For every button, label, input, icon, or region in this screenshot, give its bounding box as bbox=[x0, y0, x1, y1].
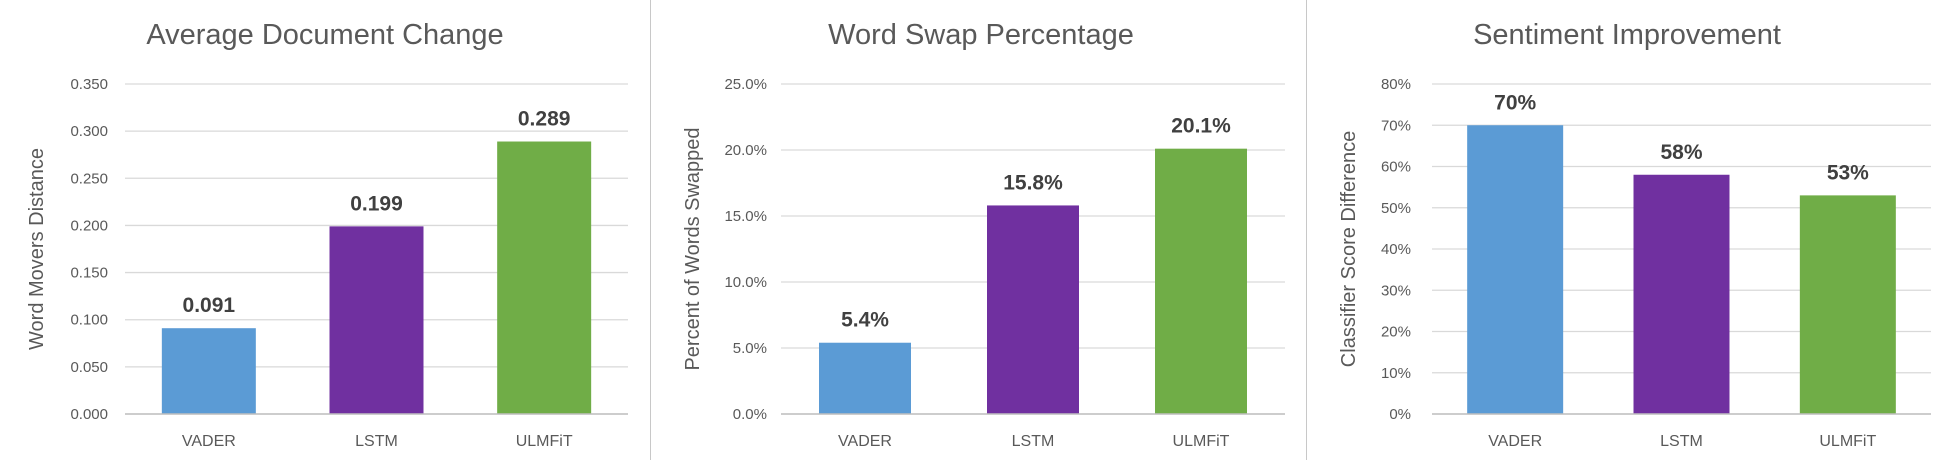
y-tick-label: 30% bbox=[1381, 282, 1411, 299]
bar-lstm bbox=[987, 205, 1079, 414]
bar-ulmfit bbox=[1799, 195, 1896, 414]
x-tick-label: ULMFiT bbox=[516, 433, 573, 450]
y-tick-label: 10.0% bbox=[724, 274, 767, 291]
data-label-vader: 70% bbox=[1494, 91, 1536, 114]
x-tick-label: ULMFiT bbox=[1819, 433, 1876, 450]
y-tick-label: 5.0% bbox=[733, 340, 767, 357]
chart-sentiment-improvement: Sentiment Improvement 0% 10% 20% 30% 40% 50% 60… bbox=[1338, 19, 1931, 450]
y-tick-label: 80% bbox=[1381, 76, 1411, 93]
y-tick-label: 0.0% bbox=[733, 406, 767, 423]
y-tick-label: 0.250 bbox=[70, 170, 108, 187]
chart-panel-word-swap: Word Swap Percentage 0.0% 5.0% 10.0% 15.0% 20… bbox=[651, 0, 1306, 460]
y-tick-label: 0.100 bbox=[70, 312, 108, 329]
panel-divider bbox=[1306, 0, 1307, 460]
bar-vader bbox=[1467, 125, 1564, 414]
x-tick-label: VADER bbox=[182, 433, 236, 450]
x-tick-label: ULMFiT bbox=[1173, 433, 1230, 450]
y-tick-label: 0.300 bbox=[70, 123, 108, 140]
y-axis-label: Word Movers Distance bbox=[26, 148, 48, 350]
data-label-ulmfit: 53% bbox=[1827, 161, 1869, 184]
y-tick-label: 15.0% bbox=[724, 208, 767, 225]
y-tick-label: 25.0% bbox=[724, 76, 767, 93]
x-tick-label: VADER bbox=[1488, 433, 1542, 450]
y-tick-label: 0.000 bbox=[70, 406, 108, 423]
chart-title: Sentiment Improvement bbox=[1473, 19, 1781, 51]
data-label-lstm: 0.199 bbox=[350, 192, 403, 215]
y-tick-label: 20% bbox=[1381, 324, 1411, 341]
chart-average-document-change: Average Document Change 0.000 0.050 0.100 0.… bbox=[26, 19, 628, 450]
y-tick-label: 0% bbox=[1389, 406, 1411, 423]
panel-divider bbox=[650, 0, 651, 460]
bar-vader bbox=[819, 342, 911, 414]
x-tick-label: VADER bbox=[838, 433, 892, 450]
bar-ulmfit bbox=[497, 141, 592, 414]
data-label-vader: 0.091 bbox=[183, 294, 236, 317]
y-axis-label: Percent of Words Swapped bbox=[682, 127, 704, 370]
chart-title: Average Document Change bbox=[146, 19, 503, 51]
y-tick-label: 40% bbox=[1381, 241, 1411, 258]
y-tick-label: 70% bbox=[1381, 117, 1411, 134]
y-tick-label: 0.350 bbox=[70, 76, 108, 93]
chart-title: Word Swap Percentage bbox=[828, 19, 1134, 51]
bar-vader bbox=[161, 328, 256, 414]
data-label-lstm: 58% bbox=[1660, 141, 1702, 164]
y-tick-label: 20.0% bbox=[724, 142, 767, 159]
chart-panel-document-change: Average Document Change 0.000 0.050 0.100 0.… bbox=[0, 0, 650, 460]
y-tick-label: 10% bbox=[1381, 365, 1411, 382]
data-label-vader: 5.4% bbox=[841, 309, 889, 332]
y-tick-label: 0.200 bbox=[70, 217, 108, 234]
bar-lstm bbox=[329, 226, 424, 414]
x-tick-label: LSTM bbox=[355, 433, 398, 450]
data-label-ulmfit: 20.1% bbox=[1171, 115, 1231, 138]
bar-ulmfit bbox=[1155, 148, 1247, 414]
y-tick-label: 0.150 bbox=[70, 265, 108, 282]
chart-word-swap-percentage: Word Swap Percentage 0.0% 5.0% 10.0% 15.0% 20… bbox=[682, 19, 1285, 450]
data-label-lstm: 15.8% bbox=[1003, 171, 1063, 194]
y-tick-label: 0.050 bbox=[70, 359, 108, 376]
chart-panel-sentiment: Sentiment Improvement 0% 10% 20% 30% 40% 50% 60… bbox=[1307, 0, 1949, 460]
x-tick-label: LSTM bbox=[1660, 433, 1703, 450]
y-tick-label: 50% bbox=[1381, 200, 1411, 217]
y-axis-label: Classifier Score Difference bbox=[1338, 131, 1360, 367]
y-tick-label: 60% bbox=[1381, 159, 1411, 176]
x-tick-label: LSTM bbox=[1012, 433, 1055, 450]
bar-lstm bbox=[1633, 174, 1730, 414]
data-label-ulmfit: 0.289 bbox=[518, 108, 571, 131]
